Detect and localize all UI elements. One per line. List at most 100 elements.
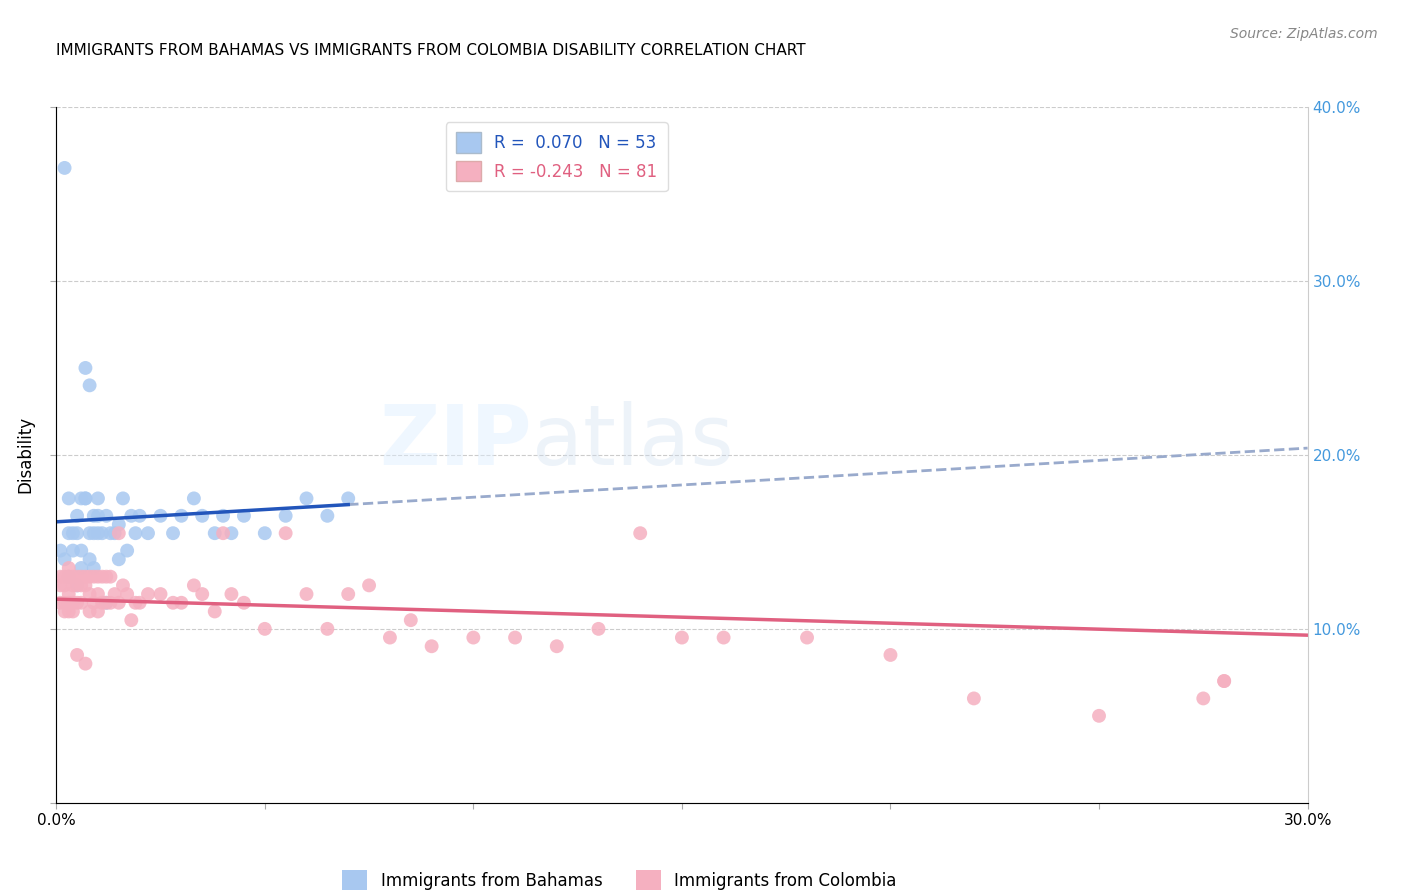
Point — [170, 508, 193, 523]
Point — [62, 605, 84, 619]
Point — [503, 631, 526, 645]
Point — [253, 526, 276, 541]
Point — [713, 631, 735, 645]
Point — [83, 508, 105, 523]
Point — [879, 648, 901, 662]
Point — [58, 570, 80, 584]
Point — [204, 605, 226, 619]
Point — [75, 657, 97, 671]
Point — [79, 378, 101, 392]
Point — [66, 526, 89, 541]
Point — [1088, 708, 1111, 723]
Point — [796, 631, 818, 645]
Point — [588, 622, 610, 636]
Point — [463, 631, 485, 645]
Point — [100, 596, 122, 610]
Text: atlas: atlas — [531, 401, 734, 482]
Point — [58, 605, 80, 619]
Point — [183, 578, 205, 592]
Point — [91, 570, 114, 584]
Point — [79, 526, 101, 541]
Point — [162, 596, 184, 610]
Point — [83, 526, 105, 541]
Point — [136, 587, 159, 601]
Point — [399, 613, 422, 627]
Point — [212, 508, 235, 523]
Point — [191, 587, 214, 601]
Point — [359, 578, 381, 592]
Text: IMMIGRANTS FROM BAHAMAS VS IMMIGRANTS FROM COLOMBIA DISABILITY CORRELATION CHART: IMMIGRANTS FROM BAHAMAS VS IMMIGRANTS FR… — [56, 43, 806, 58]
Point — [212, 526, 235, 541]
Point — [183, 491, 205, 506]
Point — [100, 570, 122, 584]
Point — [70, 596, 93, 610]
Point — [53, 596, 76, 610]
Point — [70, 570, 93, 584]
Point — [62, 543, 84, 558]
Point — [120, 613, 142, 627]
Point — [233, 596, 256, 610]
Point — [66, 570, 89, 584]
Point — [1213, 674, 1236, 689]
Point — [295, 587, 318, 601]
Point — [149, 508, 172, 523]
Point — [136, 526, 159, 541]
Point — [87, 587, 110, 601]
Point — [87, 491, 110, 506]
Point — [96, 596, 118, 610]
Point — [62, 596, 84, 610]
Point — [115, 587, 138, 601]
Point — [53, 161, 76, 175]
Point — [233, 508, 256, 523]
Point — [1192, 691, 1215, 706]
Point — [124, 526, 146, 541]
Point — [75, 360, 97, 375]
Point — [49, 578, 72, 592]
Point — [75, 491, 97, 506]
Point — [108, 596, 131, 610]
Point — [295, 491, 318, 506]
Point — [58, 596, 80, 610]
Point — [120, 508, 142, 523]
Point — [111, 491, 134, 506]
Point — [83, 561, 105, 575]
Point — [58, 526, 80, 541]
Point — [53, 570, 76, 584]
Point — [162, 526, 184, 541]
Point — [191, 508, 214, 523]
Point — [87, 526, 110, 541]
Point — [58, 491, 80, 506]
Point — [253, 622, 276, 636]
Point — [53, 605, 76, 619]
Point — [378, 631, 401, 645]
Point — [170, 596, 193, 610]
Point — [79, 587, 101, 601]
Point — [79, 570, 101, 584]
Point — [204, 526, 226, 541]
Point — [963, 691, 986, 706]
Point — [128, 508, 150, 523]
Point — [66, 508, 89, 523]
Point — [546, 639, 568, 653]
Text: ZIP: ZIP — [380, 401, 531, 482]
Point — [62, 578, 84, 592]
Point — [108, 526, 131, 541]
Legend: Immigrants from Bahamas, Immigrants from Colombia: Immigrants from Bahamas, Immigrants from… — [336, 863, 903, 892]
Point — [49, 543, 72, 558]
Point — [111, 578, 134, 592]
Point — [87, 605, 110, 619]
Point — [124, 596, 146, 610]
Point — [79, 605, 101, 619]
Point — [70, 491, 93, 506]
Point — [221, 526, 243, 541]
Point — [66, 578, 89, 592]
Point — [96, 596, 118, 610]
Point — [108, 552, 131, 566]
Point — [87, 570, 110, 584]
Point — [337, 491, 360, 506]
Point — [104, 526, 127, 541]
Point — [66, 648, 89, 662]
Point — [104, 587, 127, 601]
Y-axis label: Disability: Disability — [17, 417, 35, 493]
Point — [337, 587, 360, 601]
